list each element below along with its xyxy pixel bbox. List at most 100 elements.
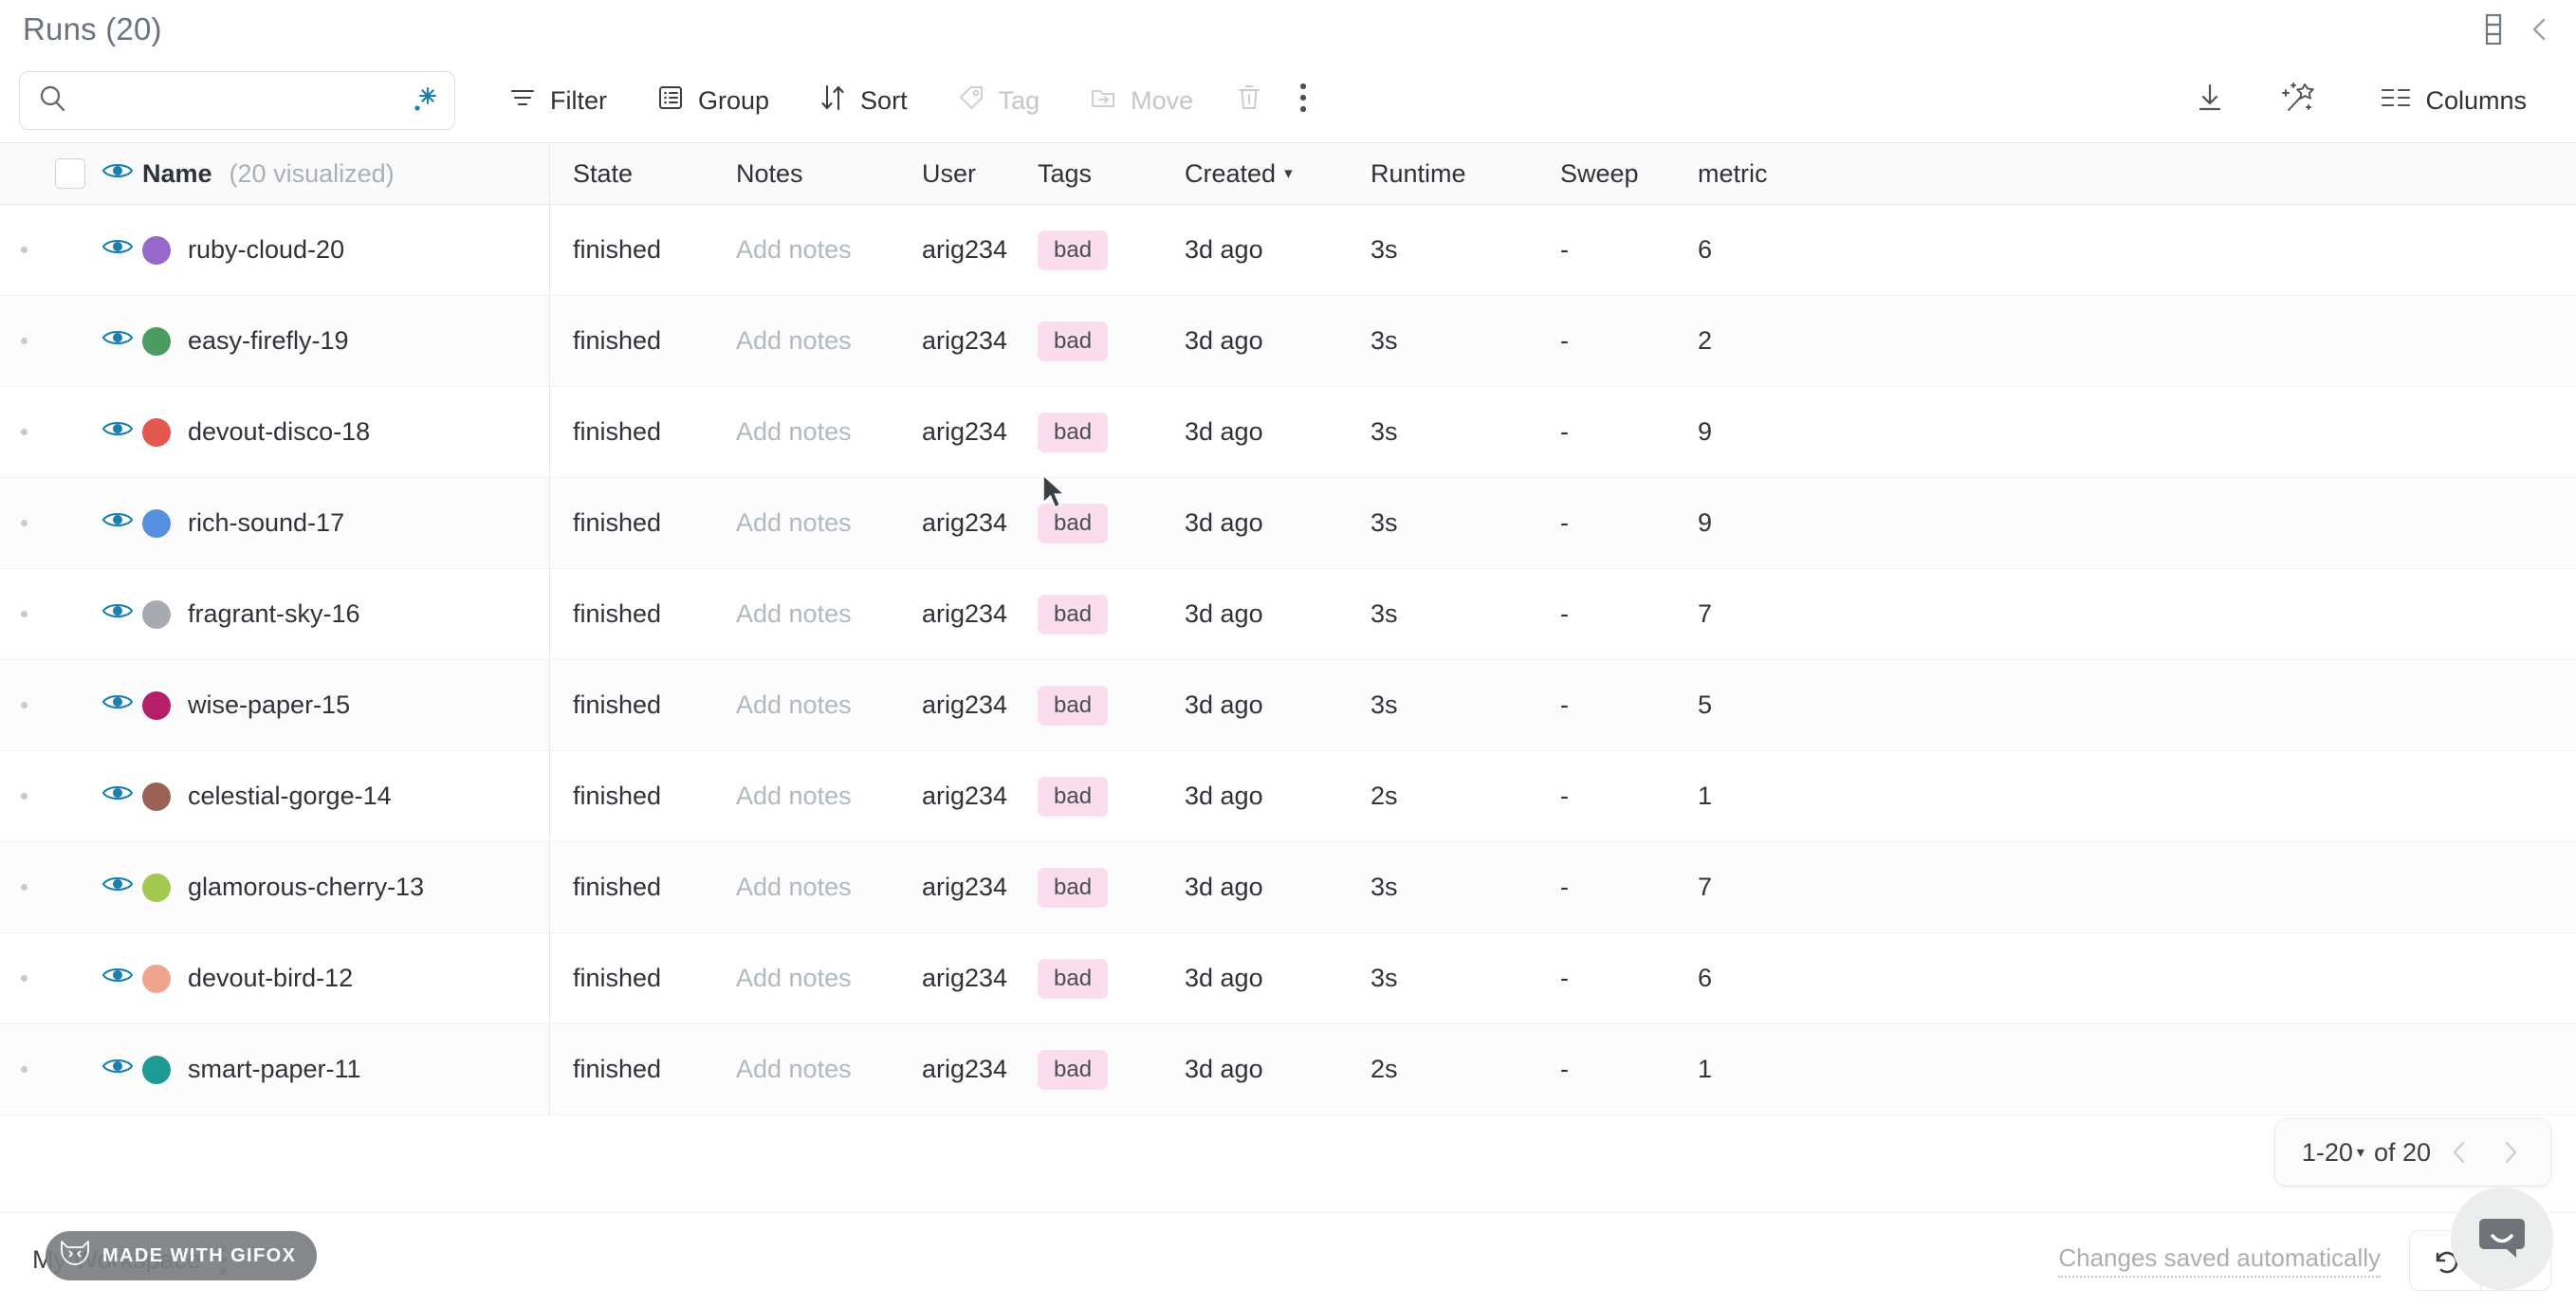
row-drag-handle[interactable] <box>0 1066 47 1073</box>
row-tags: bad <box>1038 230 1185 270</box>
row-notes-input[interactable]: Add notes <box>736 599 852 628</box>
row-user: arig234 <box>922 417 1008 446</box>
row-name-cell[interactable]: ruby-cloud-20 <box>142 205 550 295</box>
tag-badge[interactable]: bad <box>1038 867 1109 908</box>
titlebar-actions <box>2481 13 2551 46</box>
row-drag-handle[interactable] <box>0 247 47 253</box>
row-notes-input[interactable]: Add notes <box>736 782 852 810</box>
table-row[interactable]: fragrant-sky-16 finished Add notes arig234 b… <box>0 569 2576 660</box>
select-all-checkbox[interactable] <box>55 158 85 189</box>
row-name-cell[interactable]: devout-bird-12 <box>142 933 550 1023</box>
tag-badge[interactable]: bad <box>1038 230 1109 270</box>
row-visibility-toggle[interactable] <box>93 417 142 447</box>
tag-badge[interactable]: bad <box>1038 1049 1109 1090</box>
search-input[interactable] <box>81 86 399 115</box>
tag-badge[interactable]: bad <box>1038 412 1109 452</box>
table-row[interactable]: rich-sound-17 finished Add notes arig234 bad… <box>0 478 2576 569</box>
row-notes-input[interactable]: Add notes <box>736 326 852 355</box>
table-row[interactable]: easy-firefly-19 finished Add notes arig234 b… <box>0 296 2576 387</box>
header-metric-cell[interactable]: metric <box>1698 158 1768 188</box>
row-drag-handle[interactable] <box>0 975 47 982</box>
table-row[interactable]: devout-bird-12 finished Add notes arig234 ba… <box>0 933 2576 1024</box>
row-visibility-toggle[interactable] <box>93 508 142 538</box>
row-name-cell[interactable]: smart-paper-11 <box>142 1024 550 1114</box>
columns-button[interactable]: Columns <box>2355 71 2551 130</box>
row-visibility-toggle[interactable] <box>93 690 142 720</box>
search-icon <box>37 83 67 119</box>
row-name-cell[interactable]: celestial-gorge-14 <box>142 751 550 841</box>
eye-icon[interactable] <box>101 159 134 189</box>
table-row[interactable]: devout-disco-18 finished Add notes arig234 b… <box>0 387 2576 478</box>
row-drag-handle[interactable] <box>0 884 47 891</box>
row-drag-handle[interactable] <box>0 520 47 526</box>
header-runtime-cell[interactable]: Runtime <box>1371 158 1466 188</box>
search-box[interactable] <box>19 71 455 130</box>
header-notes-cell[interactable]: Notes <box>736 158 803 188</box>
tag-badge[interactable]: bad <box>1038 776 1109 817</box>
tag-button[interactable]: Tag <box>932 71 1065 130</box>
row-visibility-toggle[interactable] <box>93 873 142 902</box>
sparkle-icon[interactable] <box>407 83 439 118</box>
header-user-cell[interactable]: User <box>922 158 977 188</box>
row-visibility-toggle[interactable] <box>93 1055 142 1084</box>
sort-button[interactable]: Sort <box>794 71 932 130</box>
row-drag-handle[interactable] <box>0 338 47 344</box>
row-notes-input[interactable]: Add notes <box>736 690 852 719</box>
next-page-button[interactable] <box>2488 1130 2533 1175</box>
header-created-cell[interactable]: Created ▾ <box>1185 159 1371 189</box>
row-drag-handle[interactable] <box>0 611 47 617</box>
delete-button[interactable] <box>1218 71 1280 130</box>
group-label: Group <box>698 85 770 115</box>
chevron-left-icon[interactable] <box>2527 13 2551 46</box>
move-button[interactable]: Move <box>1064 71 1218 130</box>
row-drag-handle[interactable] <box>0 702 47 709</box>
prev-page-button[interactable] <box>2437 1130 2482 1175</box>
row-name-cell[interactable]: glamorous-cherry-13 <box>142 842 550 932</box>
row-name-cell[interactable]: fragrant-sky-16 <box>142 569 550 659</box>
row-notes-input[interactable]: Add notes <box>736 964 852 992</box>
run-color-dot <box>142 964 171 993</box>
more-actions-button[interactable] <box>1280 71 1326 130</box>
row-notes-input[interactable]: Add notes <box>736 417 852 446</box>
tag-badge[interactable]: bad <box>1038 958 1109 999</box>
row-notes-input[interactable]: Add notes <box>736 1055 852 1083</box>
tag-badge[interactable]: bad <box>1038 503 1109 543</box>
row-name-cell[interactable]: rich-sound-17 <box>142 478 550 568</box>
group-button[interactable]: Group <box>632 71 794 130</box>
table-row[interactable]: ruby-cloud-20 finished Add notes arig234 bad… <box>0 205 2576 296</box>
magic-button[interactable] <box>2264 71 2334 130</box>
header-tags-cell[interactable]: Tags <box>1038 158 1093 188</box>
row-name-cell[interactable]: wise-paper-15 <box>142 660 550 750</box>
table-row[interactable]: glamorous-cherry-13 finished Add notes arig… <box>0 842 2576 933</box>
row-visibility-toggle[interactable] <box>93 782 142 811</box>
row-drag-handle[interactable] <box>0 793 47 800</box>
row-created: 3d ago <box>1185 599 1263 628</box>
row-notes-input[interactable]: Add notes <box>736 235 852 264</box>
panel-layout-icon[interactable] <box>2481 13 2506 46</box>
download-button[interactable] <box>2177 71 2243 130</box>
row-name-cell[interactable]: easy-firefly-19 <box>142 296 550 386</box>
header-sweep-cell[interactable]: Sweep <box>1560 158 1639 188</box>
header-name-cell[interactable]: Name (20 visualized) <box>142 143 550 204</box>
tag-badge[interactable]: bad <box>1038 321 1109 361</box>
row-notes-input[interactable]: Add notes <box>736 873 852 901</box>
gifox-watermark: MADE WITH GIFOX <box>46 1231 318 1280</box>
row-visibility-toggle[interactable] <box>93 326 142 356</box>
row-name-cell[interactable]: devout-disco-18 <box>142 387 550 477</box>
page-range-selector[interactable]: 1-20 ▾ of 20 <box>2302 1138 2431 1168</box>
table-row[interactable]: celestial-gorge-14 finished Add notes arig2… <box>0 751 2576 842</box>
tag-badge[interactable]: bad <box>1038 685 1109 726</box>
table-row[interactable]: smart-paper-11 finished Add notes arig234 ba… <box>0 1024 2576 1115</box>
row-drag-handle[interactable] <box>0 429 47 435</box>
row-visibility-toggle[interactable] <box>93 599 142 629</box>
filter-button[interactable]: Filter <box>484 71 632 130</box>
fox-logo-icon <box>59 1239 91 1273</box>
tag-badge[interactable]: bad <box>1038 594 1109 635</box>
header-state-cell[interactable]: State <box>573 158 634 188</box>
chat-support-button[interactable] <box>2451 1187 2553 1290</box>
table-row[interactable]: wise-paper-15 finished Add notes arig234 bad… <box>0 660 2576 751</box>
row-visibility-toggle[interactable] <box>93 964 142 993</box>
row-visibility-toggle[interactable] <box>93 235 142 265</box>
row-notes-input[interactable]: Add notes <box>736 508 852 537</box>
